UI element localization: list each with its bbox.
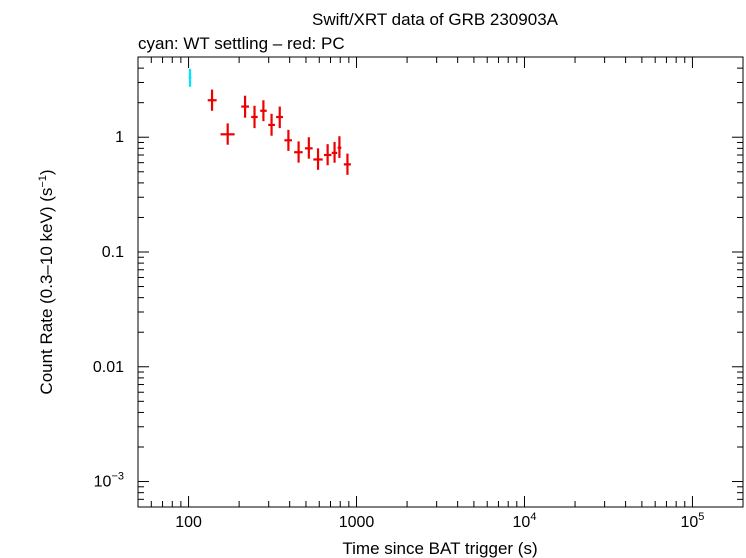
- x-tick-label: 105: [680, 511, 704, 531]
- x-tick-label: 100: [175, 514, 202, 531]
- y-tick-label: 0.01: [93, 359, 124, 376]
- y-tick-label: 0.1: [102, 244, 124, 261]
- x-axis-label: Time since BAT trigger (s): [342, 539, 537, 558]
- x-tick-label: 104: [513, 511, 537, 531]
- x-tick-label-base: 10: [680, 514, 698, 531]
- axis-ticks: [137, 56, 744, 508]
- y-axis-label-main: Count Rate (0.3–10 keV) (s: [37, 188, 56, 395]
- y-tick-label: 1: [115, 129, 124, 146]
- plot-frame: [137, 56, 744, 508]
- y-tick-label-base: 10: [94, 474, 112, 491]
- x-tick-label-exp: 4: [530, 511, 536, 523]
- chart-subtitle: cyan: WT settling – red: PC: [138, 34, 345, 53]
- chart-title: Swift/XRT data of GRB 230903A: [312, 10, 559, 29]
- y-tick-label: 10−3: [94, 471, 124, 491]
- y-tick-label-exp: −3: [111, 471, 124, 483]
- y-axis-label-close: ): [37, 169, 56, 175]
- data-points: [188, 68, 351, 175]
- x-tick-label-base: 10: [513, 514, 531, 531]
- x-tick-label: 1000: [339, 514, 375, 531]
- x-tick-label-exp: 5: [698, 511, 704, 523]
- y-axis-label: Count Rate (0.3–10 keV) (s−1): [37, 169, 56, 394]
- y-axis-label-exp: −1: [37, 175, 49, 188]
